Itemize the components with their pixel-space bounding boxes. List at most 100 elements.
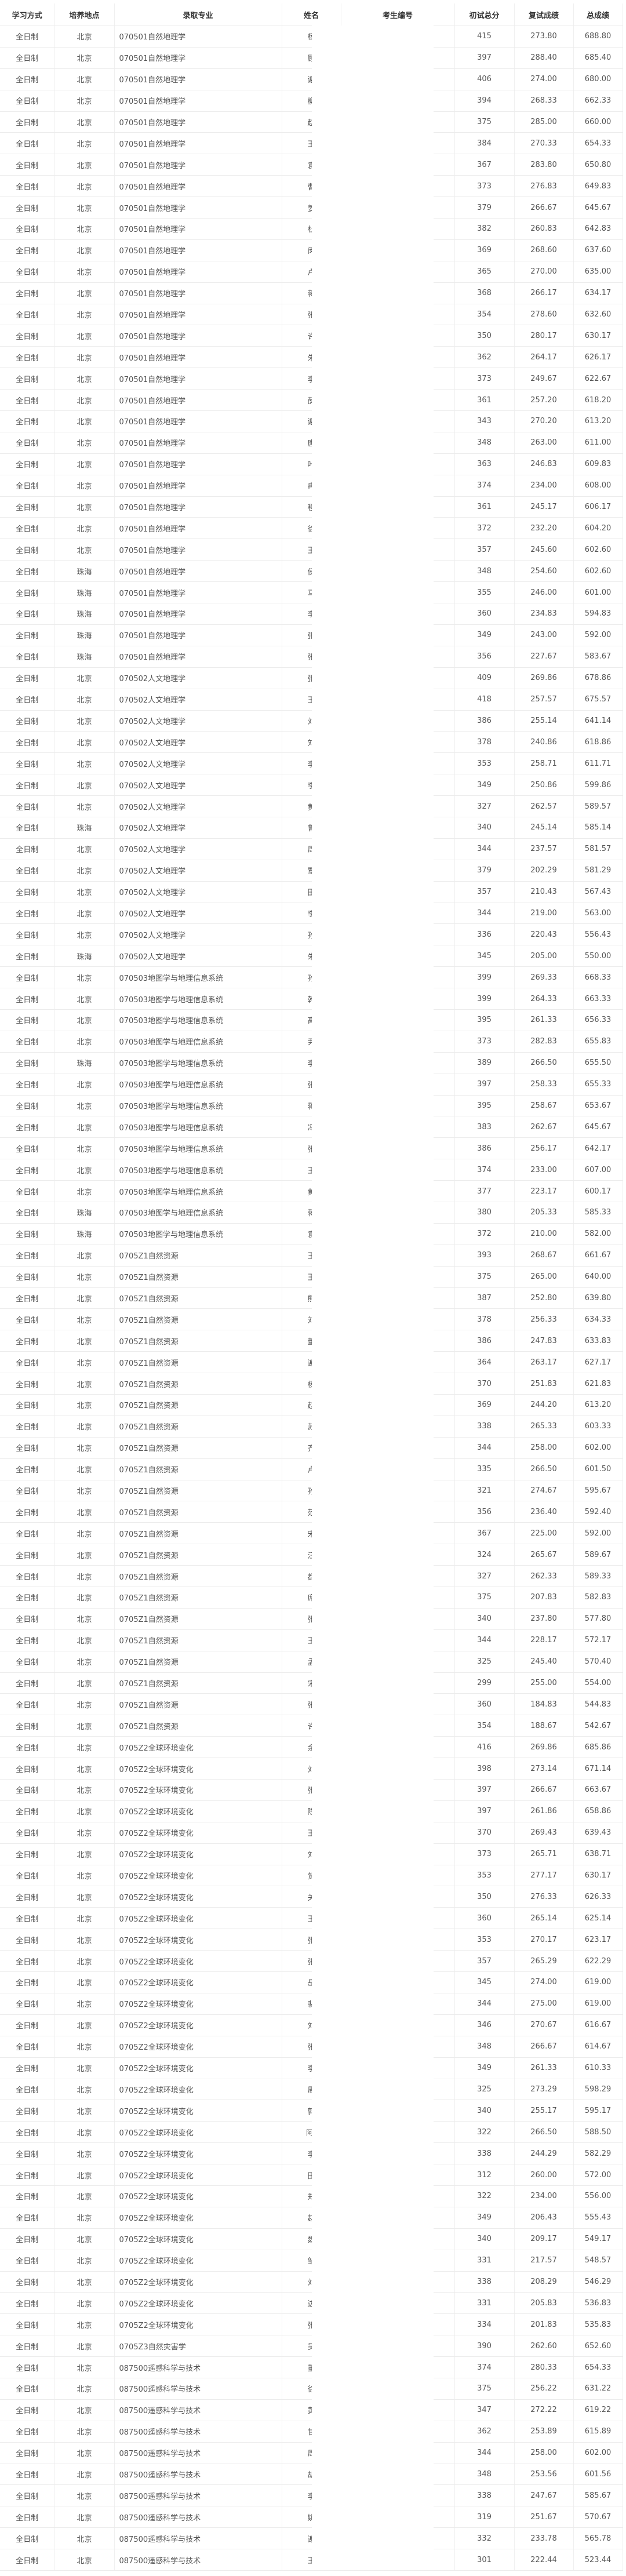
table-row: 全日制 北京 0705Z1自然资源许 354 188.67 542.67 bbox=[0, 1715, 623, 1737]
study-mode-cell: 全日制 bbox=[0, 1287, 55, 1309]
location-cell: 北京 bbox=[54, 1159, 115, 1181]
location-cell: 北京 bbox=[54, 1180, 115, 1202]
total-score-cell: 641.14 bbox=[573, 710, 623, 732]
retest-score-cell: 208.29 bbox=[514, 2271, 574, 2293]
major-cell: 070501自然地理学 bbox=[114, 496, 282, 518]
total-score-cell: 613.20 bbox=[573, 410, 623, 432]
total-score-cell: 601.00 bbox=[573, 581, 623, 604]
prelim-score-cell: 374 bbox=[454, 2356, 515, 2378]
major-cell: 0705Z2全球环境变化 bbox=[114, 1971, 282, 1993]
prelim-score-cell: 409 bbox=[454, 667, 515, 689]
study-mode-cell: 全日制 bbox=[0, 1907, 55, 1930]
prelim-score-cell: 395 bbox=[454, 1095, 515, 1117]
prelim-score-cell: 338 bbox=[454, 2271, 515, 2293]
table-row: 全日制 北京 0705Z1自然资源王 393 268.67 661.67 bbox=[0, 1245, 623, 1267]
location-cell: 北京 bbox=[54, 282, 115, 304]
prelim-score-cell: 372 bbox=[454, 1223, 515, 1245]
retest-score-cell: 264.17 bbox=[514, 346, 574, 369]
prelim-score-cell: 375 bbox=[454, 1266, 515, 1288]
prelim-score-cell: 334 bbox=[454, 2313, 515, 2336]
table-row: 全日制 北京 0705Z2全球环境变化岳 345 274.00 619.00 bbox=[0, 1971, 623, 1993]
table-row: 全日制 北京 0705Z1自然资源孟 325 245.40 570.40 bbox=[0, 1651, 623, 1673]
retest-score-cell: 270.20 bbox=[514, 410, 574, 432]
prelim-score-cell: 325 bbox=[454, 2079, 515, 2101]
total-score-cell: 613.20 bbox=[573, 1394, 623, 1416]
location-cell: 北京 bbox=[54, 2442, 115, 2464]
retest-score-cell: 256.17 bbox=[514, 1137, 574, 1160]
prelim-score-cell: 373 bbox=[454, 1843, 515, 1865]
location-cell: 北京 bbox=[54, 1266, 115, 1288]
location-cell: 北京 bbox=[54, 239, 115, 261]
location-cell: 北京 bbox=[54, 923, 115, 946]
total-score-cell: 599.86 bbox=[573, 774, 623, 796]
table-row: 全日制 北京 0705Z2全球环境变化王 360 265.14 625.14 bbox=[0, 1907, 623, 1930]
retest-score-cell: 220.43 bbox=[514, 923, 574, 946]
prelim-score-cell: 327 bbox=[454, 1565, 515, 1588]
prelim-score-cell: 380 bbox=[454, 1202, 515, 1224]
study-mode-cell: 全日制 bbox=[0, 2378, 55, 2400]
location-cell: 北京 bbox=[54, 1544, 115, 1566]
prelim-score-cell: 368 bbox=[454, 282, 515, 304]
major-cell: 070501自然地理学 bbox=[114, 624, 282, 646]
major-cell: 0705Z1自然资源 bbox=[114, 1287, 282, 1309]
table-row: 全日制 珠海 070501自然地理学马 355 246.00 601.00 bbox=[0, 581, 623, 604]
study-mode-cell: 全日制 bbox=[0, 1308, 55, 1331]
location-cell: 北京 bbox=[54, 903, 115, 925]
table-row: 全日制 北京 070501自然地理学程 361 245.17 606.17 bbox=[0, 496, 623, 518]
study-mode-cell: 全日制 bbox=[0, 1736, 55, 1759]
study-mode-cell: 全日制 bbox=[0, 1245, 55, 1267]
study-mode-cell: 全日制 bbox=[0, 1886, 55, 1908]
location-cell: 北京 bbox=[54, 1565, 115, 1588]
total-score-cell: 626.17 bbox=[573, 346, 623, 369]
major-cell: 070501自然地理学 bbox=[114, 90, 282, 112]
study-mode-cell: 全日制 bbox=[0, 2335, 55, 2357]
total-score-cell: 614.67 bbox=[573, 2036, 623, 2058]
study-mode-cell: 全日制 bbox=[0, 1330, 55, 1352]
total-score-cell: 583.67 bbox=[573, 646, 623, 668]
major-cell: 070501自然地理学 bbox=[114, 325, 282, 347]
table-row: 全日制 北京 070501自然地理学王 384 270.33 654.33 bbox=[0, 132, 623, 155]
retest-score-cell: 258.00 bbox=[514, 2442, 574, 2464]
retest-score-cell: 245.60 bbox=[514, 539, 574, 561]
retest-score-cell: 268.60 bbox=[514, 239, 574, 261]
header-retest-score: 复试成绩 bbox=[514, 3, 574, 26]
retest-score-cell: 262.60 bbox=[514, 2335, 574, 2357]
table-row: 全日制 北京 070503地图学与地理信息系统张 386 256.17 642.17 bbox=[0, 1137, 623, 1160]
retest-score-cell: 276.83 bbox=[514, 175, 574, 198]
location-cell: 北京 bbox=[54, 1843, 115, 1865]
study-mode-cell: 全日制 bbox=[0, 539, 55, 561]
total-score-cell: 625.14 bbox=[573, 1907, 623, 1930]
table-row: 全日制 北京 087500遥感科学与技术姚 319 251.67 570.67 bbox=[0, 2506, 623, 2528]
location-cell: 北京 bbox=[54, 2036, 115, 2058]
location-cell: 北京 bbox=[54, 1095, 115, 1117]
retest-score-cell: 276.33 bbox=[514, 1886, 574, 1908]
location-cell: 北京 bbox=[54, 68, 115, 90]
retest-score-cell: 266.50 bbox=[514, 1458, 574, 1480]
prelim-score-cell: 384 bbox=[454, 132, 515, 155]
major-cell: 0705Z2全球环境变化 bbox=[114, 1779, 282, 1801]
retest-score-cell: 217.57 bbox=[514, 2250, 574, 2272]
study-mode-cell: 全日制 bbox=[0, 1437, 55, 1459]
total-score-cell: 600.17 bbox=[573, 1180, 623, 1202]
location-cell: 北京 bbox=[54, 1929, 115, 1951]
location-cell: 北京 bbox=[54, 860, 115, 882]
total-score-cell: 655.50 bbox=[573, 1052, 623, 1074]
location-cell: 北京 bbox=[54, 1245, 115, 1267]
location-cell: 北京 bbox=[54, 410, 115, 432]
table-row: 全日制 北京 0705Z1自然资源汪 324 265.67 589.67 bbox=[0, 1544, 623, 1566]
location-cell: 北京 bbox=[54, 2079, 115, 2101]
location-cell: 北京 bbox=[54, 2142, 115, 2165]
major-cell: 0705Z2全球环境变化 bbox=[114, 1736, 282, 1759]
total-score-cell: 639.43 bbox=[573, 1822, 623, 1844]
major-cell: 087500遥感科学与技术 bbox=[114, 2421, 282, 2443]
table-row: 全日制 北京 0705Z2全球环境变化张 353 270.17 623.17 bbox=[0, 1929, 623, 1951]
table-row: 全日制 北京 070501自然地理学蒋 368 266.17 634.17 bbox=[0, 282, 623, 304]
total-score-cell: 581.57 bbox=[573, 838, 623, 860]
table-row: 全日制 北京 0705Z2全球环境变化边 331 205.83 536.83 bbox=[0, 2292, 623, 2315]
table-row: 全日制 北京 070502人文地理学李 344 219.00 563.00 bbox=[0, 903, 623, 925]
location-cell: 珠海 bbox=[54, 817, 115, 839]
table-row: 全日制 北京 087500遥感科学与技术胡 348 253.56 601.56 bbox=[0, 2464, 623, 2486]
study-mode-cell: 全日制 bbox=[0, 1929, 55, 1951]
location-cell: 北京 bbox=[54, 304, 115, 326]
